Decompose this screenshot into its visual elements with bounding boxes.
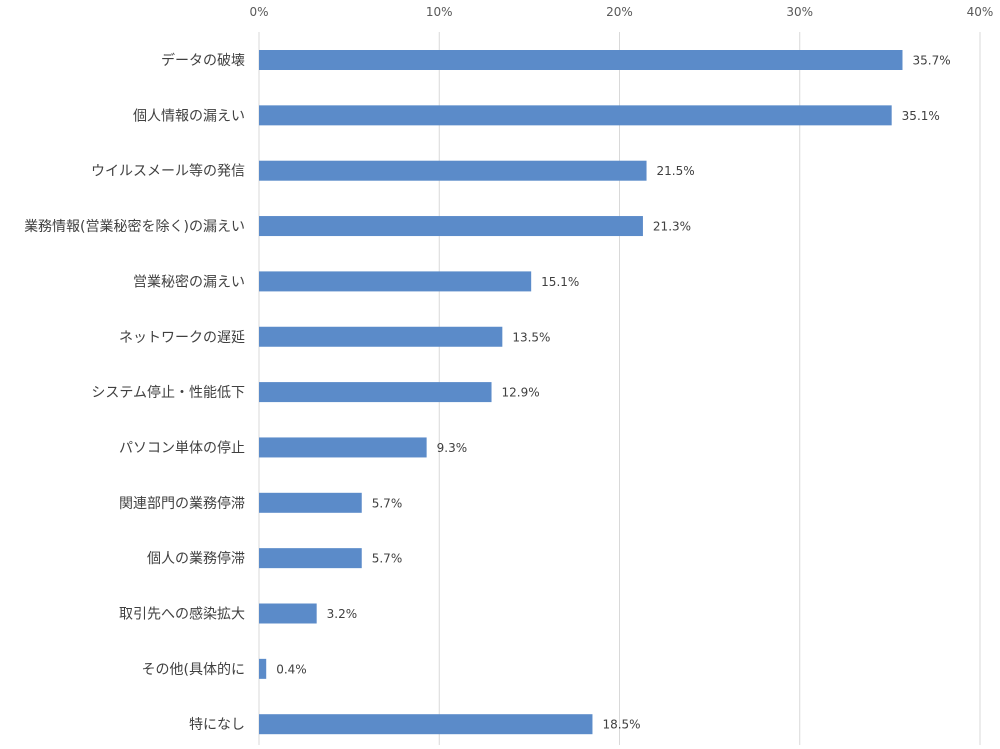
x-axis-ticks: 0% 10% 20% 30% 40% <box>249 5 993 19</box>
bar <box>259 714 593 735</box>
bar <box>259 50 903 70</box>
data-labels: 35.7% 35.1% 21.5% 21.3% 15.1% 13.5% 12.9% 9.3% 5… <box>276 54 950 732</box>
data-label: 9.3% <box>437 441 468 455</box>
bar <box>259 160 647 181</box>
data-label: 21.3% <box>653 220 691 234</box>
category-label: その他(具体的に <box>142 662 245 678</box>
data-label: 13.5% <box>512 330 550 344</box>
bar <box>259 382 492 403</box>
category-label: 特になし <box>189 717 245 733</box>
x-tick-label: 10% <box>426 5 453 19</box>
category-label: データの破壊 <box>161 52 245 69</box>
category-label: 個人情報の漏えい <box>133 108 245 124</box>
bar <box>259 603 317 624</box>
bar <box>259 492 362 513</box>
data-label: 35.7% <box>912 54 950 68</box>
bars <box>259 50 903 735</box>
x-tick-label: 40% <box>967 5 994 19</box>
data-label: 15.1% <box>541 275 579 289</box>
data-label: 0.4% <box>276 662 307 676</box>
bar <box>259 271 532 292</box>
x-tick-label: 30% <box>786 5 813 19</box>
bar <box>259 326 503 347</box>
data-label: 21.5% <box>657 164 695 178</box>
category-label: 関連部門の業務停滞 <box>119 495 245 512</box>
category-label: パソコン単体の停止 <box>119 439 245 456</box>
category-label: 取引先への感染拡大 <box>119 606 245 623</box>
bar <box>259 216 643 237</box>
category-label: ネットワークの遅延 <box>119 330 245 346</box>
x-tick-label: 0% <box>249 5 268 19</box>
bar <box>259 658 267 679</box>
x-tick-label: 20% <box>606 5 633 19</box>
category-label: システム停止・性能低下 <box>91 384 245 401</box>
category-labels: データの破壊個人情報の漏えいウイルスメール等の発信業務情報(営業秘密を除く)の漏… <box>24 52 245 733</box>
bar <box>259 437 427 458</box>
gridlines <box>258 32 981 745</box>
bar <box>259 548 362 569</box>
category-label: 個人の業務停滞 <box>147 550 245 567</box>
category-label: ウイルスメール等の発信 <box>91 163 245 180</box>
category-label: 営業秘密の漏えい <box>133 273 245 290</box>
bar <box>259 105 892 126</box>
data-label: 5.7% <box>372 496 403 510</box>
data-label: 3.2% <box>327 607 358 621</box>
category-label: 業務情報(営業秘密を除く)の漏えい <box>24 218 245 235</box>
data-label: 12.9% <box>502 386 540 400</box>
data-label: 35.1% <box>902 109 940 123</box>
data-label: 5.7% <box>372 552 403 566</box>
data-label: 18.5% <box>602 718 640 732</box>
